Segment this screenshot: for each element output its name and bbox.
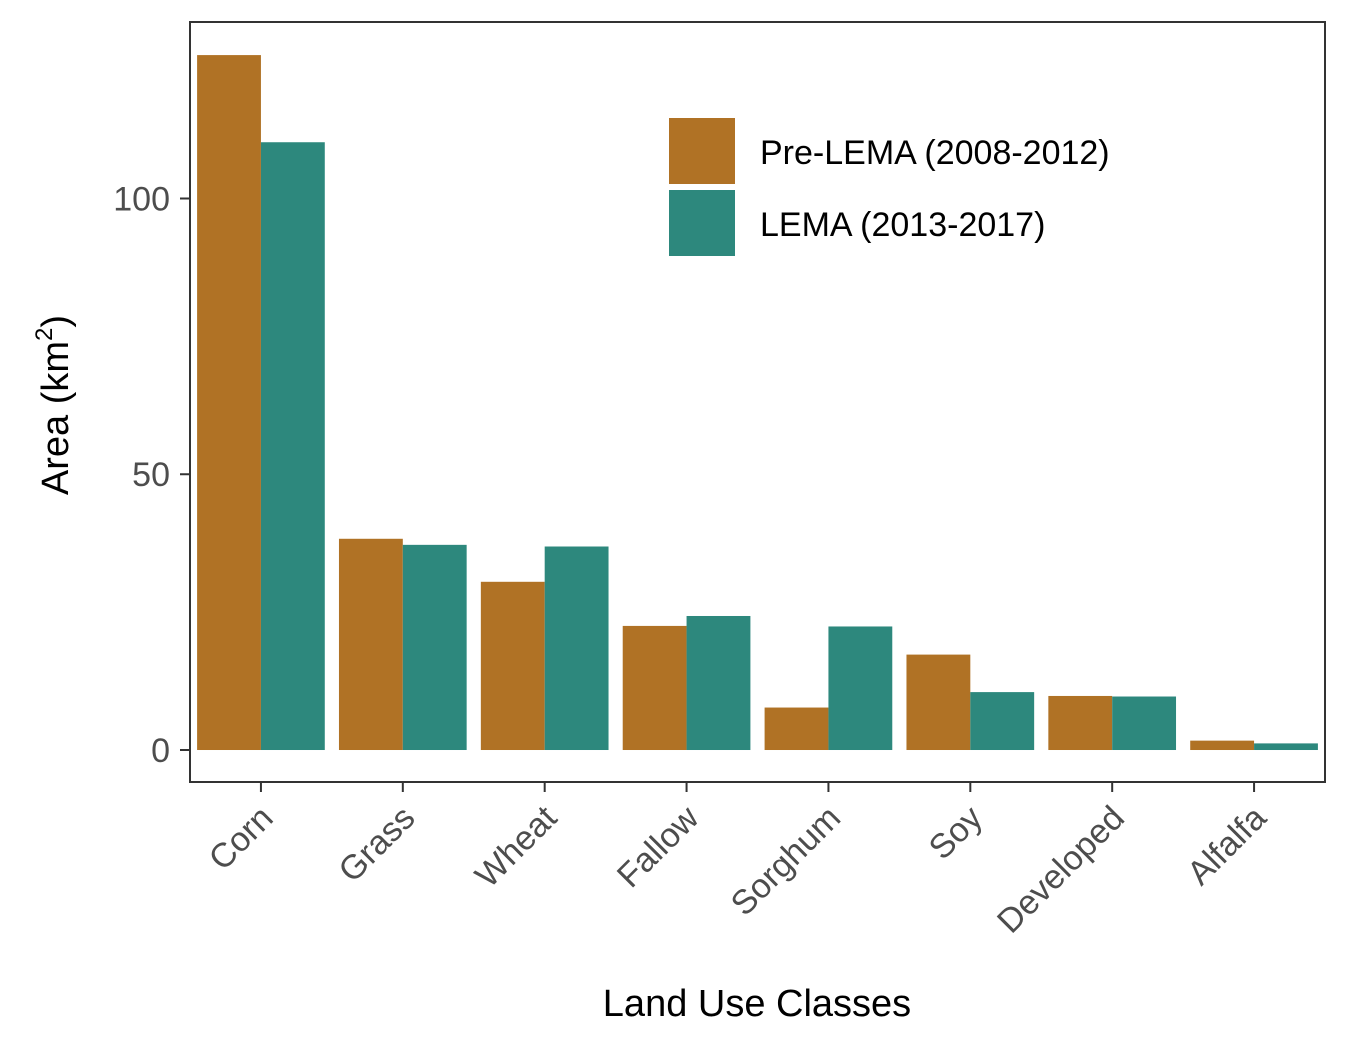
legend-key-lema [669, 190, 735, 256]
bar-developed-pre-lema-2008-2012 [1048, 695, 1113, 751]
bars-group [197, 55, 1318, 751]
x-tick-label-grass: Grass [331, 799, 422, 890]
y-axis: 0 50 100 [113, 180, 190, 770]
bar-corn-lema-2013-2017 [260, 142, 325, 751]
x-tick-label-sorghum: Sorghum [724, 799, 848, 923]
bar-corn-pre-lema-2008-2012 [197, 55, 261, 751]
legend-label-lema: LEMA (2013-2017) [760, 206, 1045, 244]
y-axis-title: Area (km2) [31, 315, 77, 495]
legend: Pre-LEMA (2008-2012) LEMA (2013-2017) [669, 118, 1110, 256]
x-tick-label-alfalfa: Alfalfa [1180, 799, 1274, 893]
legend-key-pre-lema [669, 118, 735, 184]
x-tick-label-fallow: Fallow [610, 798, 707, 895]
bar-sorghum-lema-2013-2017 [828, 626, 893, 751]
x-tick-label-wheat: Wheat [468, 798, 565, 895]
x-axis: Corn Grass Wheat Fallow Sorghum Soy Developed A… [202, 782, 1274, 941]
x-tick-label-soy: Soy [922, 799, 990, 867]
y-axis-title-main: Area (km [35, 341, 77, 495]
bar-wheat-pre-lema-2008-2012 [480, 581, 545, 751]
bar-sorghum-pre-lema-2008-2012 [764, 707, 829, 751]
bar-soy-lema-2013-2017 [970, 692, 1035, 751]
bar-grass-lema-2013-2017 [402, 544, 467, 751]
x-tick-label-developed: Developed [990, 799, 1132, 941]
bar-fallow-lema-2013-2017 [686, 615, 751, 751]
bar-alfalfa-pre-lema-2008-2012 [1190, 740, 1255, 751]
bar-fallow-pre-lema-2008-2012 [622, 625, 687, 751]
y-tick-label: 100 [113, 180, 170, 218]
bar-developed-lema-2013-2017 [1112, 696, 1177, 751]
y-axis-title-end: ) [35, 315, 77, 328]
bar-grass-pre-lema-2008-2012 [338, 538, 403, 751]
legend-label-pre-lema: Pre-LEMA (2008-2012) [760, 134, 1110, 172]
x-tick-label-corn: Corn [202, 799, 281, 878]
y-tick-label: 50 [132, 456, 170, 494]
y-axis-title-superscript: 2 [31, 328, 58, 341]
y-tick-label: 0 [151, 732, 170, 770]
bar-alfalfa-lema-2013-2017 [1254, 743, 1318, 751]
bar-soy-pre-lema-2008-2012 [906, 654, 971, 751]
x-axis-title: Land Use Classes [603, 983, 911, 1025]
bar-wheat-lema-2013-2017 [544, 546, 609, 751]
